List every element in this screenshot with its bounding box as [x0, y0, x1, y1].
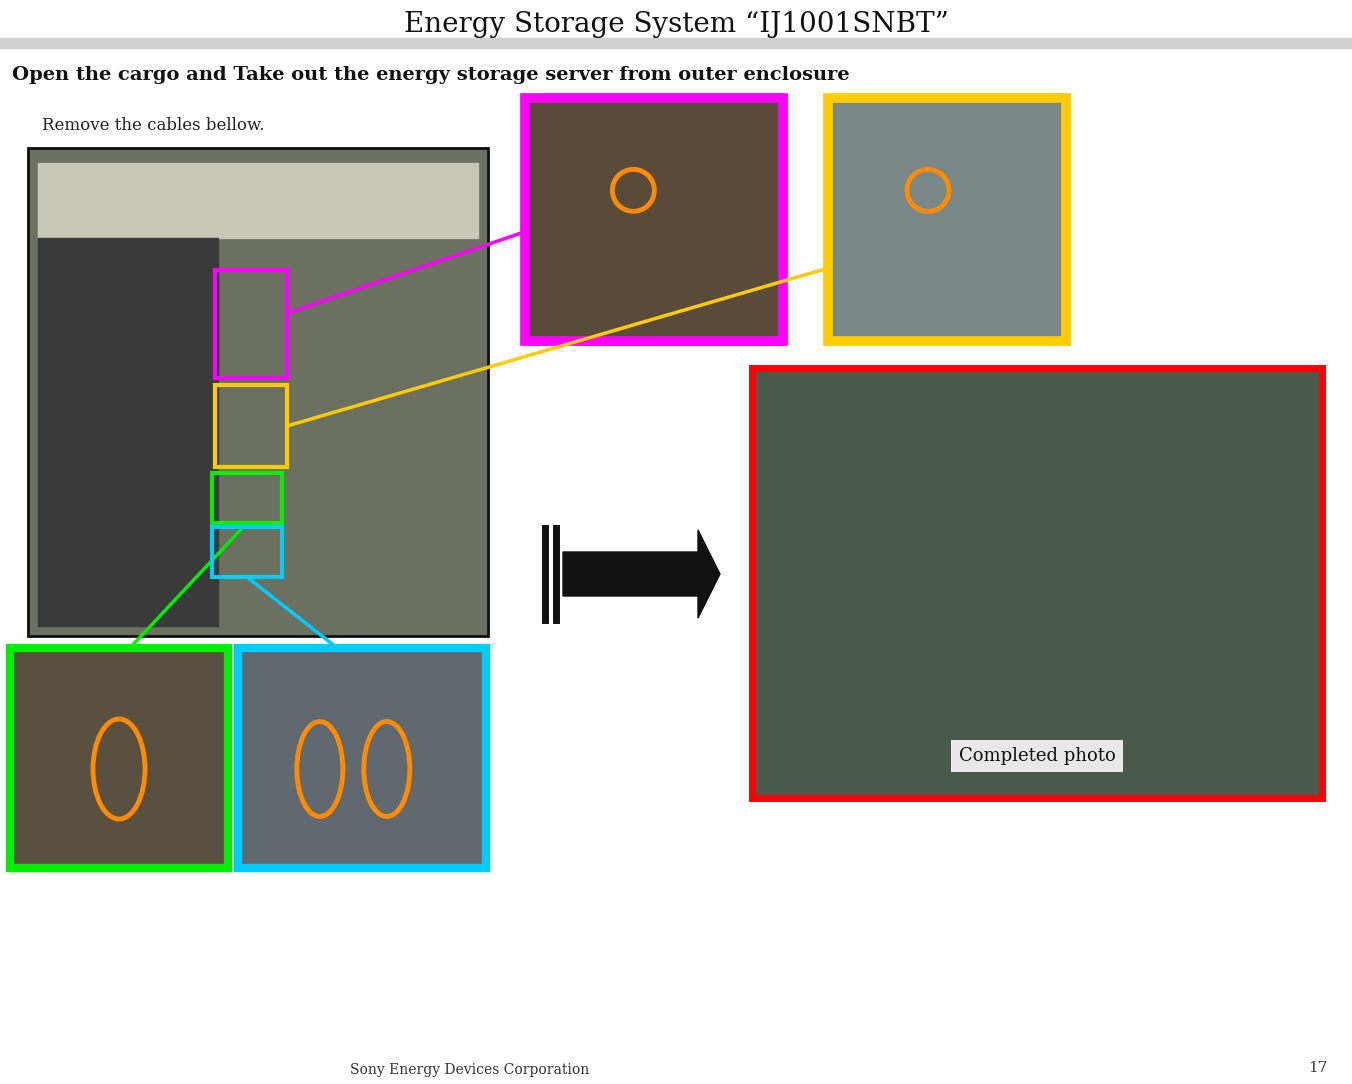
Text: Sony Energy Devices Corporation: Sony Energy Devices Corporation: [350, 1063, 589, 1077]
Bar: [38, 163, 479, 238]
Bar: [0, 38, 1352, 48]
Bar: [238, 648, 485, 868]
Text: 17: 17: [1309, 1061, 1328, 1075]
Bar: [38, 238, 218, 625]
Bar: [238, 648, 485, 868]
Bar: [525, 98, 783, 341]
Text: Completed photo: Completed photo: [959, 747, 1115, 765]
Bar: [752, 367, 1322, 798]
Polygon shape: [562, 530, 721, 618]
Bar: [9, 648, 228, 868]
Bar: [212, 473, 283, 522]
Text: Remove the cables bellow.: Remove the cables bellow.: [42, 116, 265, 133]
Bar: [28, 149, 488, 636]
Bar: [215, 270, 287, 378]
Bar: [28, 149, 488, 636]
Bar: [215, 385, 287, 467]
Bar: [9, 648, 228, 868]
Bar: [525, 98, 783, 341]
Text: Energy Storage System “IJ1001SNBT”: Energy Storage System “IJ1001SNBT”: [403, 11, 949, 38]
Bar: [827, 98, 1065, 341]
Text: Open the cargo and Take out the energy storage server from outer enclosure: Open the cargo and Take out the energy s…: [12, 66, 849, 83]
Bar: [752, 367, 1322, 798]
Bar: [827, 98, 1065, 341]
Bar: [212, 527, 283, 577]
